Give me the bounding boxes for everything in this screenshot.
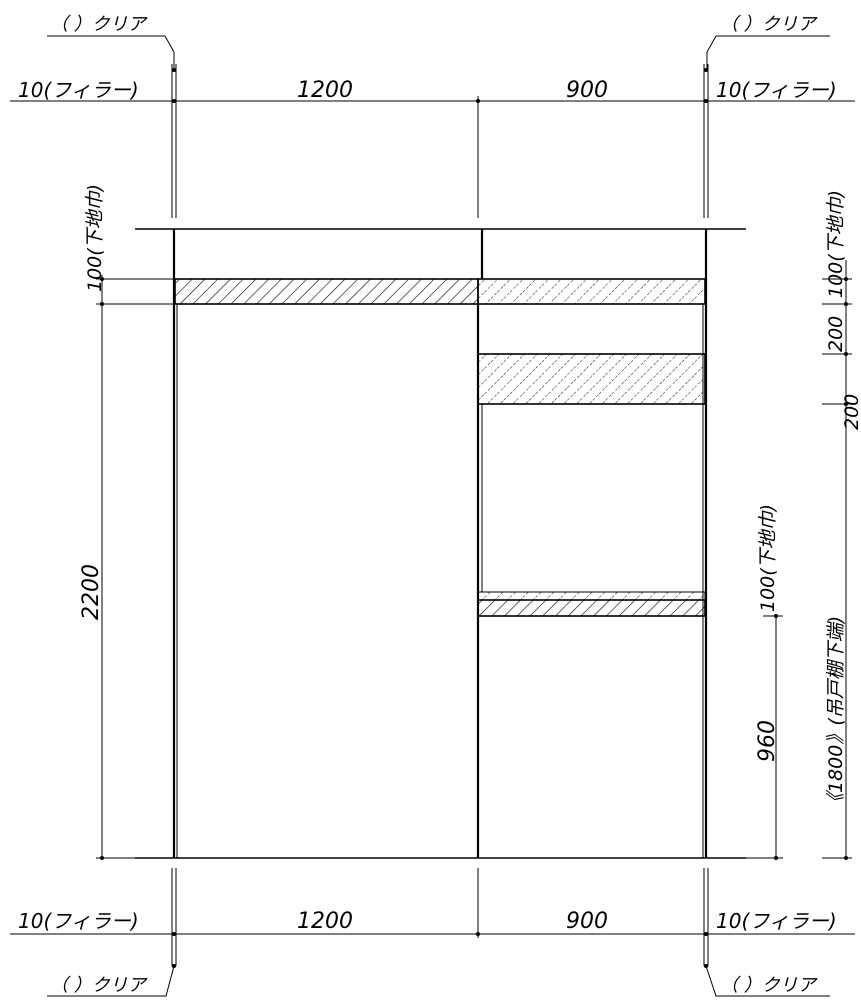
width-label-bottom-left: 1200 — [297, 909, 353, 934]
ground-width-label-right: 100(下地巾) — [825, 190, 847, 298]
ground-width-label-mid: 100(下地巾) — [757, 504, 779, 612]
clear-label-top-left: （ ）クリア — [50, 14, 148, 35]
right-outer-dimensions: 100(下地巾) 200 200 《1800》(吊戸棚下端) — [822, 190, 861, 860]
width-label-bottom-right: 900 — [566, 909, 608, 934]
tick-bottom-4 — [704, 932, 708, 936]
tick-top-4 — [704, 68, 708, 72]
height-1800-label: 《1800》(吊戸棚下端) — [825, 616, 847, 812]
tick-inner-2 — [774, 856, 778, 860]
top-dimensions: （ ）クリア （ ）クリア 10(フィラー) 10(フィラー) 1200 900 — [10, 14, 855, 218]
ground-width-label-left: 100(下地巾) — [84, 184, 106, 292]
cabinet-elevation — [172, 229, 708, 858]
filler-label-top-left: 10(フィラー) — [18, 78, 139, 102]
tick-outer-5 — [844, 856, 848, 860]
dim-200-label-2: 200 — [841, 394, 861, 430]
tick-top-5 — [704, 99, 708, 103]
top-rail-left-hatch — [174, 278, 479, 305]
width-label-top-right: 900 — [566, 78, 608, 103]
tick-bottom-3 — [476, 932, 480, 936]
top-rail-right-hatch — [477, 278, 706, 305]
middle-shelf-dashed — [477, 591, 706, 601]
height-2200-label: 2200 — [79, 564, 104, 620]
right-inner-dimensions: 100(下地巾) 960 — [746, 504, 783, 860]
tick-left-1 — [100, 277, 104, 281]
tick-top-1 — [172, 68, 176, 72]
tick-left-3 — [100, 856, 104, 860]
filler-label-bottom-left: 10(フィラー) — [18, 909, 139, 933]
tick-outer-4 — [844, 402, 848, 406]
tick-outer-3 — [844, 352, 848, 356]
filler-label-top-right: 10(フィラー) — [716, 78, 837, 102]
upper-shelf-hatch — [477, 353, 706, 405]
height-960-label: 960 — [755, 720, 780, 762]
tick-inner-1 — [774, 614, 778, 618]
leader-top-right — [706, 35, 717, 70]
clear-label-bottom-left: （ ）クリア — [50, 975, 148, 996]
tick-left-2 — [100, 302, 104, 306]
tick-bottom-1 — [172, 932, 176, 936]
leader-bottom-right — [705, 965, 830, 997]
tick-top-2 — [172, 99, 176, 103]
tick-outer-2 — [844, 302, 848, 306]
tick-top-3 — [476, 99, 480, 103]
filler-label-bottom-right: 10(フィラー) — [716, 909, 837, 933]
leader-bottom-left — [47, 965, 175, 997]
left-dimensions: 100(下地巾) 2200 — [79, 184, 174, 860]
tick-outer-1 — [844, 277, 848, 281]
clear-label-bottom-right: （ ）クリア — [720, 975, 818, 996]
middle-shelf-hatch — [477, 599, 706, 617]
clear-label-top-right: （ ）クリア — [720, 14, 818, 35]
leader-top-left — [164, 35, 175, 70]
width-label-top-left: 1200 — [297, 78, 353, 103]
bottom-dimensions: 10(フィラー) 10(フィラー) 1200 900 （ ）クリア （ ）クリア — [10, 868, 855, 997]
dim-200-label: 200 — [825, 316, 847, 352]
